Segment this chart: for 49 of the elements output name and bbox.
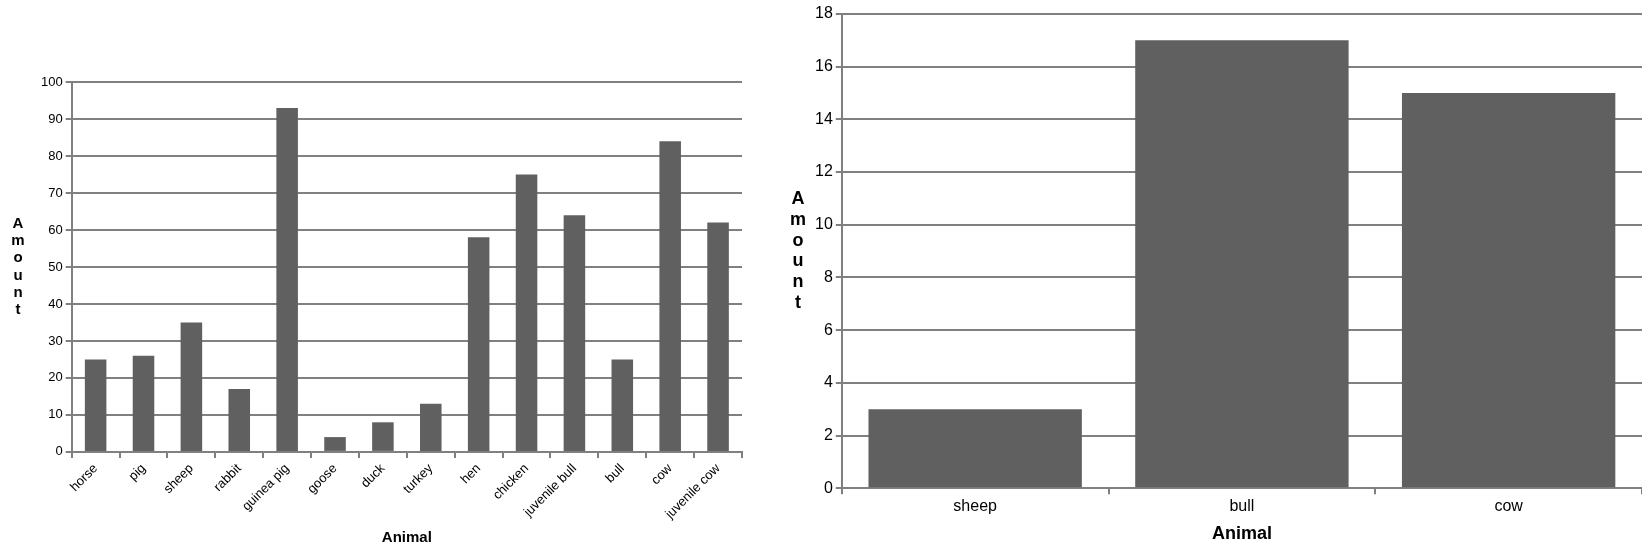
x-tick-label: hen [457, 460, 484, 487]
y-tick-label: 16 [815, 57, 833, 75]
bar [659, 141, 681, 451]
bar [324, 437, 346, 451]
y-tick-label: 0 [823, 478, 833, 496]
y-tick-label: 40 [48, 295, 63, 311]
y-tick-label: 0 [55, 443, 63, 459]
x-tick-label: cow [1494, 497, 1524, 515]
y-tick-label: 60 [48, 221, 63, 237]
bar [563, 215, 586, 451]
x-tick-label: cow [647, 460, 676, 488]
y-tick-label: 30 [48, 332, 63, 348]
y-tick-label: 10 [815, 215, 833, 233]
bar [228, 389, 251, 451]
y-tick-label: 80 [48, 147, 63, 163]
x-tick-label: bull [602, 460, 628, 486]
bar [84, 359, 107, 451]
x-axis-title: Animal [381, 528, 432, 546]
x-axis-title: Animal [1211, 523, 1272, 544]
bar [180, 322, 203, 451]
y-tick-label: 90 [48, 110, 63, 126]
x-tick-label: pig [125, 460, 149, 484]
y-tick-label: 4 [823, 373, 833, 391]
bar [467, 237, 490, 451]
bar [868, 409, 1082, 488]
y-tick-label: 12 [815, 162, 833, 180]
y-tick-label: 70 [48, 184, 63, 200]
bar [132, 355, 155, 451]
bar [420, 403, 442, 451]
y-tick-label: 2 [823, 425, 833, 443]
bar [707, 222, 729, 451]
y-tick-label: 20 [48, 369, 63, 385]
bar [372, 422, 394, 451]
bar [1135, 40, 1349, 488]
x-tick-label: sheep [953, 497, 998, 515]
y-tick-label: 8 [823, 267, 833, 285]
y-tick-label: 6 [823, 320, 833, 338]
bar [1401, 93, 1616, 488]
bar [276, 107, 298, 451]
x-tick-label: bull [1229, 497, 1255, 515]
y-tick-label: 14 [815, 109, 833, 127]
y-tick-label: 10 [48, 406, 63, 422]
y-tick-label: 100 [40, 73, 63, 89]
y-tick-label: 18 [815, 4, 833, 22]
y-tick-label: 50 [48, 258, 63, 274]
bar [515, 174, 538, 451]
y-axis-title: Amount [789, 188, 807, 312]
y-axis-title: Amount [11, 213, 25, 318]
bar [611, 359, 634, 451]
